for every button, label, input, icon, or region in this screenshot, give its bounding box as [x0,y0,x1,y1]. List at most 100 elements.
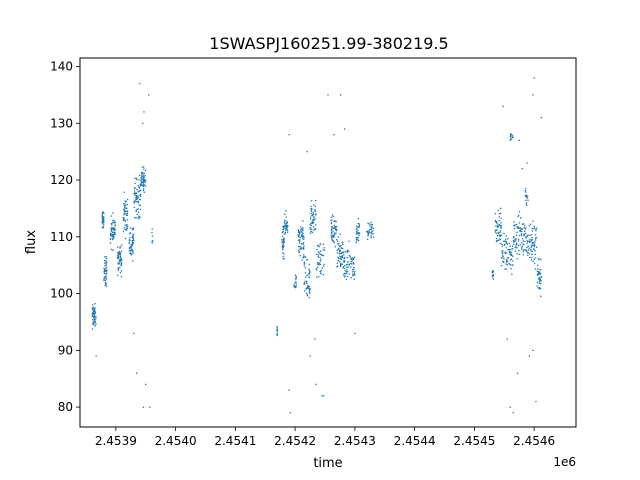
data-point [533,227,535,230]
data-point [102,226,105,228]
data-point [132,227,135,229]
data-point [282,243,285,246]
data-point [531,238,534,241]
data-point [286,231,289,233]
data-point [147,94,150,96]
data-point [335,225,338,228]
data-point [539,279,541,282]
data-point [331,227,333,230]
data-point [498,219,501,222]
data-point [105,261,108,263]
data-point [92,323,95,326]
data-point [120,275,123,278]
data-point [282,247,284,249]
data-point [310,228,313,230]
data-point [517,240,520,242]
data-point [368,223,371,225]
data-point [114,232,116,235]
data-point [284,213,286,216]
data-point [309,228,312,230]
data-point [105,269,108,271]
data-point [528,240,530,242]
data-point [528,247,531,249]
data-point [288,389,290,391]
data-point [495,222,498,224]
data-point [534,239,537,241]
data-point [336,240,339,242]
data-point [332,231,334,233]
data-point [302,243,304,245]
data-point [315,269,318,271]
data-point [531,227,534,230]
data-point [139,204,141,207]
data-point [518,139,520,142]
data-point [495,232,498,234]
data-point [501,243,503,245]
data-point [498,223,501,226]
data-point [531,253,533,255]
data-point [526,240,528,242]
data-point [322,265,325,267]
data-point [527,234,529,236]
data-point [525,250,528,253]
data-point [125,226,128,228]
data-point [131,239,133,242]
data-point [527,254,529,257]
data-point [308,291,311,293]
data-point [128,250,130,252]
data-point [348,263,351,265]
data-point [282,248,284,251]
data-point [338,253,340,255]
data-point [310,230,313,233]
data-point [95,355,97,357]
data-point [526,197,528,199]
x-tick-label: 2.4539 [95,434,137,448]
data-point [322,274,324,276]
data-point [94,307,96,309]
data-point [497,232,500,235]
data-point [522,251,525,253]
data-point [138,186,140,188]
data-point [343,267,346,270]
data-point [133,332,135,335]
data-point [516,253,518,255]
data-point [295,280,297,283]
data-point [538,281,541,283]
data-point [339,245,341,248]
data-point [351,271,354,273]
data-point [336,262,339,264]
data-point [113,220,116,223]
data-point [517,214,520,216]
data-point [310,205,312,208]
data-point [528,256,531,259]
data-point [537,264,539,267]
data-point [286,226,289,228]
data-point [327,94,329,96]
data-point [498,213,500,215]
data-point [342,273,345,276]
data-point [143,111,145,113]
data-point [105,267,108,269]
data-point [142,166,145,168]
data-point [508,262,510,265]
data-point [130,243,132,246]
data-point [120,250,123,253]
data-point [509,139,512,142]
data-point [516,258,518,260]
data-point [101,212,104,214]
data-point [281,252,284,254]
data-point [123,218,125,220]
data-point [505,247,507,249]
data-point [103,271,105,273]
data-point [94,320,96,322]
data-point [131,260,134,262]
y-axis-ticks: 80 90 100 110 120 130 140 [50,60,80,414]
data-point [536,285,538,287]
data-point [302,247,304,249]
data-point [516,226,518,228]
data-point [126,198,129,201]
data-point [142,175,144,177]
data-point [312,211,314,214]
data-point [317,254,320,256]
data-point [140,177,143,180]
